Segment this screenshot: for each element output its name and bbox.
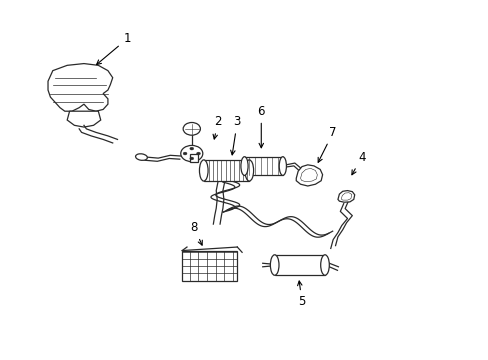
- Text: 3: 3: [230, 115, 241, 155]
- Text: 4: 4: [351, 150, 365, 175]
- Text: 8: 8: [190, 221, 202, 245]
- Bar: [189, 154, 198, 162]
- Polygon shape: [337, 190, 354, 202]
- Ellipse shape: [244, 160, 253, 181]
- Text: 1: 1: [97, 32, 131, 64]
- Polygon shape: [300, 168, 317, 182]
- Text: 7: 7: [318, 126, 336, 162]
- Bar: [203, 160, 249, 181]
- Ellipse shape: [279, 157, 286, 175]
- Text: 6: 6: [257, 105, 264, 148]
- Circle shape: [189, 147, 193, 150]
- Ellipse shape: [241, 157, 247, 175]
- Ellipse shape: [270, 255, 279, 275]
- Ellipse shape: [320, 255, 328, 275]
- Ellipse shape: [199, 160, 208, 181]
- Circle shape: [189, 157, 193, 160]
- Polygon shape: [296, 165, 322, 186]
- Circle shape: [183, 122, 200, 135]
- Polygon shape: [341, 193, 351, 200]
- Text: 5: 5: [297, 281, 305, 308]
- Bar: [274, 255, 325, 275]
- Bar: [244, 157, 282, 175]
- Circle shape: [196, 152, 200, 155]
- Bar: [182, 251, 237, 280]
- Polygon shape: [67, 111, 101, 127]
- Text: 2: 2: [213, 115, 222, 139]
- Circle shape: [183, 152, 186, 155]
- Ellipse shape: [135, 154, 147, 160]
- Circle shape: [181, 145, 203, 162]
- Polygon shape: [48, 64, 112, 111]
